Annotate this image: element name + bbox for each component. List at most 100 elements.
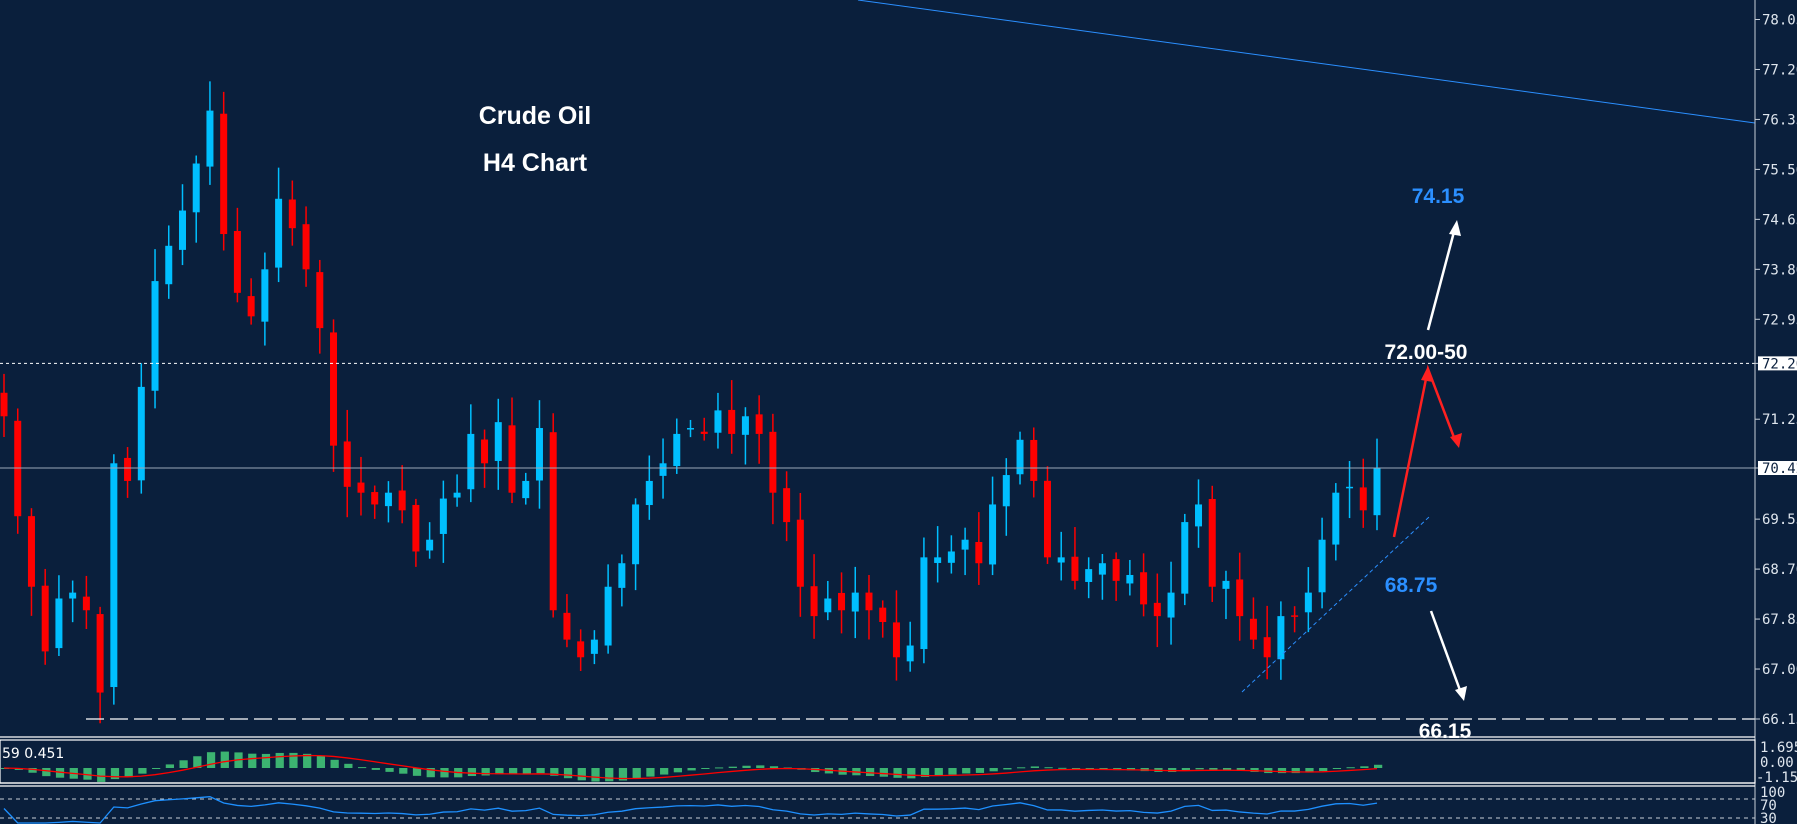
macd-indicator <box>1 751 1383 782</box>
candle-body <box>0 392 8 417</box>
macd-histogram-bar <box>756 765 765 768</box>
candle <box>343 409 351 518</box>
candle <box>1016 431 1024 485</box>
candle <box>741 407 749 465</box>
candle <box>989 476 997 576</box>
candle <box>796 492 804 617</box>
macd-histogram-bar <box>879 768 888 777</box>
candle-body <box>1126 574 1134 584</box>
macd-histogram-bar <box>728 766 737 768</box>
candle <box>755 395 763 464</box>
candle-body <box>714 410 722 433</box>
candle <box>302 206 310 287</box>
candle <box>632 498 640 591</box>
candle <box>879 600 887 638</box>
candle <box>1098 553 1106 600</box>
macd-histogram-bar <box>1017 767 1026 769</box>
macd-histogram-bar <box>1250 768 1259 772</box>
macd-tick-top: 1.695 <box>1760 740 1797 756</box>
candle <box>330 319 338 472</box>
long-trendline <box>857 0 1756 124</box>
candle-body <box>96 614 104 693</box>
macd-histogram-bar <box>1374 764 1383 768</box>
macd-histogram-bar <box>83 768 92 780</box>
candle-body <box>906 645 914 662</box>
candle-body <box>1195 504 1203 527</box>
candle-body <box>371 492 379 505</box>
candle <box>769 413 777 525</box>
candle-body <box>604 586 612 646</box>
candle-body <box>535 428 543 481</box>
candle-body <box>838 592 846 611</box>
candle <box>288 180 296 246</box>
rsi-line <box>3 796 1378 824</box>
candle <box>590 630 598 665</box>
candle <box>481 429 489 488</box>
candle <box>1222 570 1230 620</box>
macd-histogram-bar <box>371 768 380 770</box>
price-tick-label: 77.20 <box>1762 62 1797 78</box>
candle <box>453 474 461 507</box>
arrow-red-up-down <box>1392 364 1457 538</box>
macd-histogram-bar <box>701 768 710 770</box>
candle <box>1002 458 1010 536</box>
candle <box>673 418 681 474</box>
macd-histogram-bar <box>550 768 559 776</box>
candle <box>1057 531 1065 581</box>
price-tick-label: 67.00 <box>1762 662 1797 678</box>
candle-body <box>1181 522 1189 594</box>
candle <box>220 91 228 251</box>
candle-body <box>124 457 132 481</box>
annotation-target-up: 74.15 <box>1412 185 1465 208</box>
candle <box>426 522 434 559</box>
candle <box>508 397 516 504</box>
chart-title: Crude Oil <box>479 102 592 130</box>
candle-body <box>1291 615 1299 617</box>
candle <box>69 580 77 623</box>
candle <box>41 568 49 665</box>
macd-histogram-bar <box>440 768 449 778</box>
candle-body <box>563 612 571 640</box>
macd-histogram-bar <box>673 768 683 773</box>
price-tick-label: 68.70 <box>1762 562 1797 578</box>
candle-body <box>1359 487 1367 511</box>
candle <box>1318 517 1326 609</box>
macd-histogram-bar <box>179 760 188 768</box>
candle-body <box>1098 563 1106 575</box>
candle <box>1085 557 1093 599</box>
candle <box>824 580 832 621</box>
macd-tick-zero: 0.00 <box>1760 755 1794 771</box>
candle <box>137 363 145 494</box>
candle-body <box>288 199 296 229</box>
candle-body <box>1373 468 1381 516</box>
rsi-tick-70: 70 <box>1760 798 1777 814</box>
candle-body <box>439 498 447 534</box>
rising-trendline <box>1241 516 1430 693</box>
candle-body <box>934 557 942 563</box>
candle-body <box>1304 592 1312 613</box>
candle <box>975 512 983 585</box>
candle <box>275 167 283 283</box>
macd-histogram-bar <box>261 753 271 768</box>
candle-body <box>1071 556 1079 581</box>
candle-body <box>632 504 640 565</box>
price-tick-label: 75.50 <box>1762 162 1797 178</box>
candle <box>192 155 200 243</box>
macd-histogram-bar <box>742 765 751 768</box>
candle-body <box>645 480 653 506</box>
candle-body <box>1002 475 1010 507</box>
macd-histogram-bar <box>522 768 531 775</box>
macd-histogram-bar <box>42 768 51 777</box>
candle-body <box>879 607 887 623</box>
candle <box>947 535 955 574</box>
candle-body <box>1016 439 1024 475</box>
annotation-resistance-zone: 72.00-50 <box>1385 341 1468 364</box>
candle <box>14 408 22 534</box>
candle-body <box>41 585 49 652</box>
candle <box>522 472 530 505</box>
candle-body <box>755 414 763 434</box>
candle-body <box>494 422 502 461</box>
arrow-head <box>1421 366 1433 382</box>
macd-histogram-bar <box>1332 768 1342 769</box>
rsi-tick-100: 100 <box>1760 785 1785 801</box>
